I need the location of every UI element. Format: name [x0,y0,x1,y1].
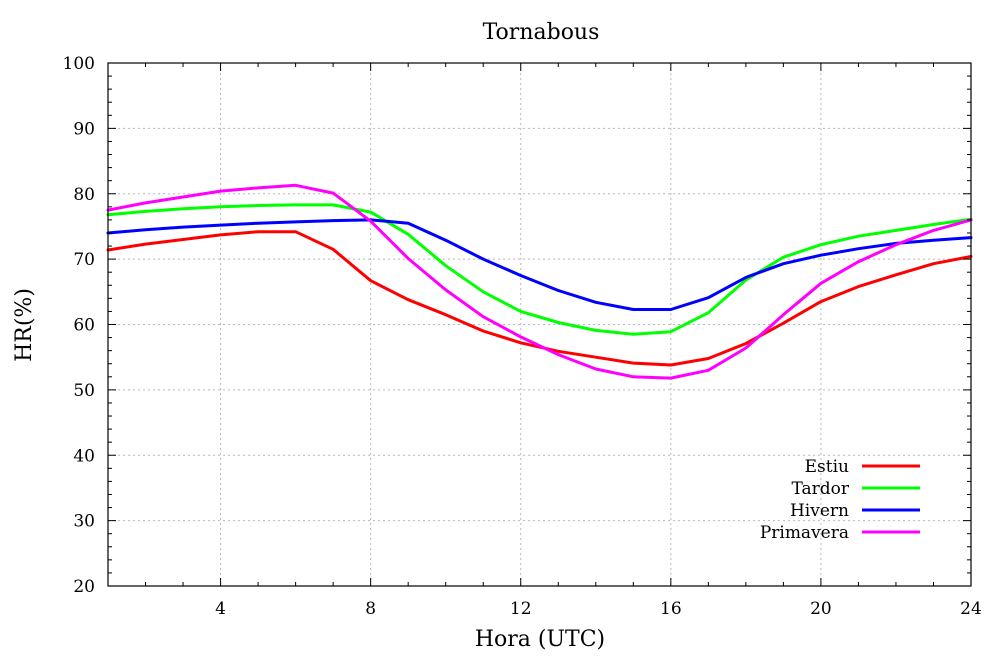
x-tick-label: 24 [960,599,982,619]
y-tick-label: 80 [73,185,95,205]
y-tick-label: 50 [73,381,95,401]
x-tick-label: 20 [810,599,832,619]
y-tick-label: 100 [63,54,95,74]
legend-label-tardor: Tardor [791,479,849,499]
series-line-hivern [106,218,973,311]
y-tick-label: 70 [73,250,95,270]
chart-title: Tornabous [483,20,600,45]
y-tick-label: 20 [73,577,95,597]
legend-label-estiu: Estiu [805,457,849,477]
x-tick-label: 4 [215,599,226,619]
legend-label-primavera: Primavera [760,523,849,543]
x-tick-labels: 4 8 12 16 20 24 [215,599,982,619]
y-tick-label: 30 [73,512,95,532]
grid [108,63,971,586]
y-tick-label: 90 [73,119,95,139]
x-tick-label: 12 [510,599,532,619]
y-tick-label: 40 [73,446,95,466]
x-tick-label: 8 [365,599,376,619]
x-tick-label: 16 [660,599,682,619]
series-line-tardor [106,203,973,336]
y-tick-labels: 20 30 40 50 60 70 80 90 100 [63,54,95,597]
series-lines [106,183,973,380]
legend-label-hivern: Hivern [790,501,849,521]
y-tick-label: 60 [73,316,95,336]
axis-ticks [108,62,972,587]
series-line-primavera [106,183,973,380]
y-axis-label: HR(%) [12,288,37,362]
x-axis-label: Hora (UTC) [475,627,605,652]
